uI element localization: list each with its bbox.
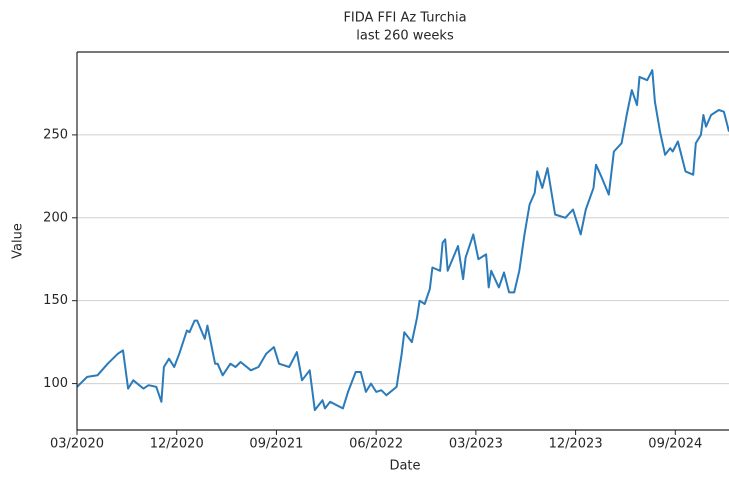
y-tick-label: 150 bbox=[43, 293, 68, 308]
chart-title: FIDA FFI Az Turchia bbox=[343, 11, 466, 26]
x-tick-label: 03/2020 bbox=[50, 437, 104, 452]
chart-subtitle: last 260 weeks bbox=[356, 29, 454, 44]
y-tick-label: 250 bbox=[43, 127, 68, 142]
plot-area bbox=[76, 69, 729, 412]
x-tick-label: 12/2023 bbox=[549, 437, 603, 452]
x-tick-label: 09/2021 bbox=[249, 437, 303, 452]
x-tick-label: 03/2023 bbox=[449, 437, 503, 452]
grid bbox=[77, 134, 729, 385]
y-tick-label: 100 bbox=[43, 376, 68, 391]
x-tick-label: 06/2022 bbox=[349, 437, 403, 452]
y-axis-label: Value bbox=[11, 223, 26, 259]
x-tick-label: 12/2020 bbox=[150, 437, 204, 452]
x-axis-label: Date bbox=[389, 459, 420, 474]
x-tick-label: 09/2024 bbox=[648, 437, 702, 452]
series-line bbox=[76, 69, 729, 412]
y-tick-label: 200 bbox=[43, 210, 68, 225]
